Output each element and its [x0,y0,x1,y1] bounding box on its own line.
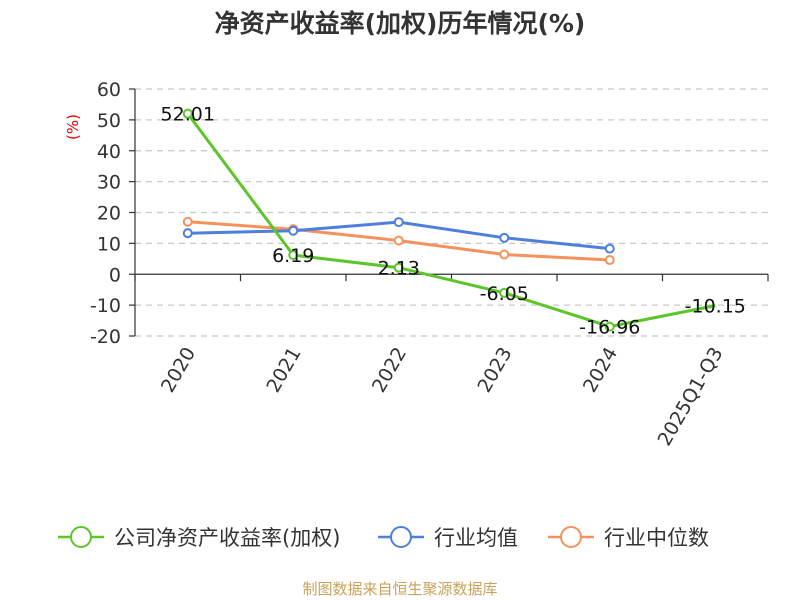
data-point [393,262,404,273]
data-point [182,228,193,239]
data-point [604,243,615,254]
data-point [499,232,510,243]
y-tick-label: 40 [97,141,121,163]
data-point [288,225,299,236]
chart-title: 净资产收益率(加权)历年情况(%) [215,9,586,38]
legend-marker [560,526,582,548]
legend-item: 行业均值 [378,526,518,550]
series-line [186,112,716,329]
legend-label: 行业中位数 [604,526,709,550]
legend-item: 行业中位数 [548,526,709,550]
data-label: 6.19 [272,245,314,267]
data-point [182,216,193,227]
y-tick-label: 30 [97,172,121,194]
legend-label: 公司净资产收益率(加权) [114,526,340,550]
y-axis-label: (%) [64,114,82,140]
legend-marker [390,526,412,548]
data-point [604,321,615,332]
y-tick-label: -20 [90,326,121,348]
legend-item: 公司净资产收益率(加权) [58,526,340,550]
y-tick-label: 20 [97,203,121,225]
axes: 60 50 40 30 20 10 0 -10 -20 2020 2021 2022 2023 2024 2… [90,79,769,450]
data-point [288,250,299,261]
data-point [393,235,404,246]
data-label: 52.01 [161,104,215,126]
data-labels: 52.01 6.19 2.13 -6.05 -16.96 -10.15 [161,104,746,339]
source-note: 制图数据来自恒生聚源数据库 [302,580,497,598]
grid-lines [135,88,768,337]
data-point [604,255,615,266]
x-tick-label: 2022 [368,344,411,397]
y-tick-label: 50 [97,110,121,132]
x-tick-label: 2025Q1-Q3 [654,344,728,450]
x-tick-label: 2023 [473,344,516,397]
x-tick-label: 2024 [579,344,622,397]
x-tick-label: 2020 [157,344,200,397]
y-tick-label: 10 [97,233,121,255]
series-lines [182,108,716,332]
y-tick-label: 60 [97,79,121,101]
data-label: -10.15 [685,296,746,318]
data-label: 2.13 [378,258,420,280]
data-point [499,287,510,298]
x-tick-label: 2021 [262,344,305,397]
legend-marker [70,526,92,548]
y-tick-label: 0 [109,264,121,286]
legend-label: 行业均值 [434,526,518,550]
data-label: -16.96 [579,317,640,339]
legend: 公司净资产收益率(加权) 行业均值 行业中位数 [58,526,709,550]
data-point [182,108,193,119]
y-tick-label: -10 [90,295,121,317]
data-point [499,249,510,260]
data-point [393,217,404,228]
data-label: -6.05 [480,283,529,305]
